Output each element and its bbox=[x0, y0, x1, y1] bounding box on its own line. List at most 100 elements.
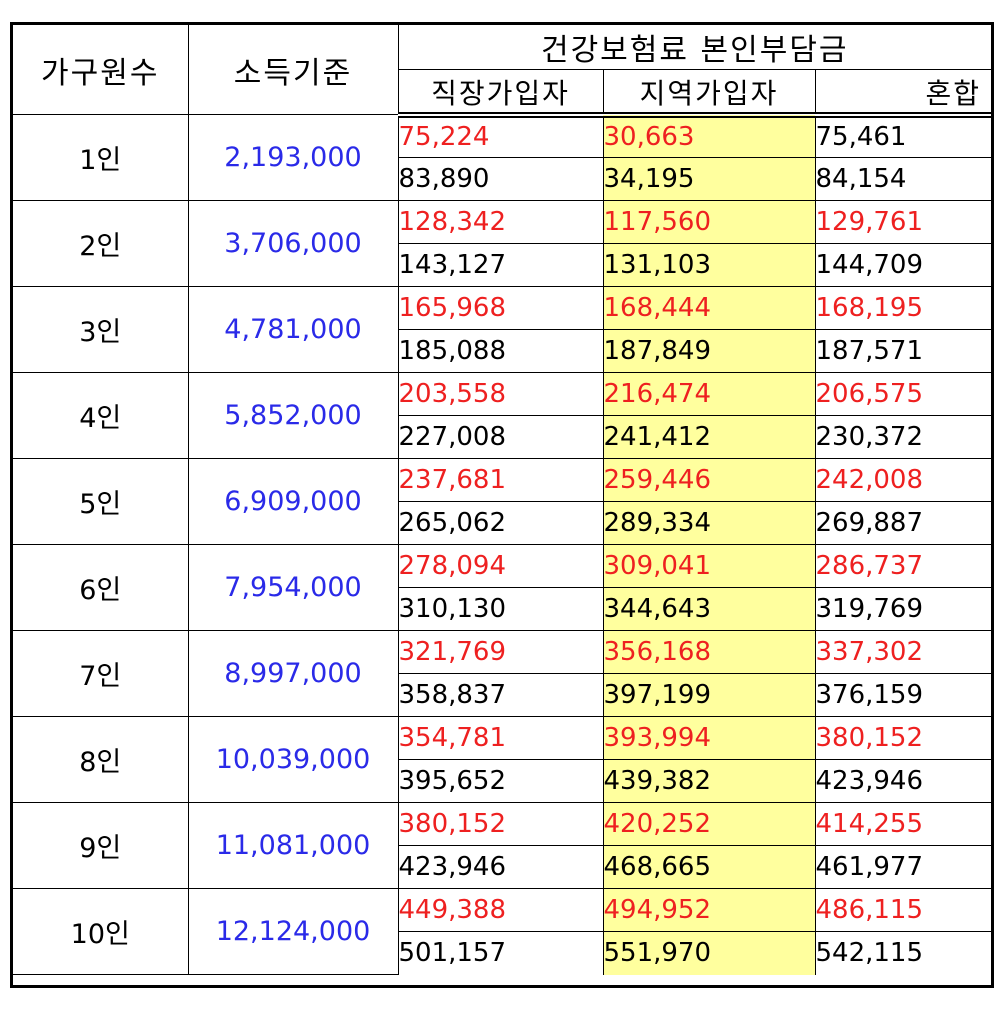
table-row: 2인 3,706,000 128,342 117,560 129,761 bbox=[13, 200, 992, 287]
employee-premium-cell: 278,094 bbox=[397, 544, 604, 588]
mixed-premium-cell: 542,115 bbox=[814, 931, 992, 975]
household-size-cell: 9인 bbox=[13, 802, 189, 889]
regional-premium-cell: 397,199 bbox=[602, 673, 816, 717]
table-row: 6인 7,954,000 278,094 309,041 286,737 bbox=[13, 544, 992, 631]
table-row: 265,062 289,334 269,887 bbox=[13, 501, 992, 545]
premium-table-frame: 가구원수 소득기준 건강보험료 본인부담금 직장가입자 지역가입자 혼합 1인 2… bbox=[10, 22, 994, 988]
household-size-cell: 1인 bbox=[13, 114, 189, 201]
employee-premium-cell: 449,388 bbox=[397, 888, 604, 932]
income-standard-header: 소득기준 bbox=[187, 25, 399, 115]
employee-premium-cell: 423,946 bbox=[398, 845, 604, 889]
employee-premium-cell: 358,837 bbox=[398, 673, 604, 717]
employee-premium-cell: 501,157 bbox=[398, 931, 604, 975]
mixed-premium-cell: 423,946 bbox=[814, 759, 992, 803]
income-standard-cell: 8,997,000 bbox=[187, 630, 399, 717]
household-size-cell: 8인 bbox=[13, 716, 189, 803]
mixed-premium-cell: 380,152 bbox=[814, 716, 992, 760]
mixed-premium-cell: 486,115 bbox=[814, 888, 992, 932]
household-size-cell: 3인 bbox=[13, 286, 189, 373]
table-row: 3인 4,781,000 165,968 168,444 168,195 bbox=[13, 286, 992, 373]
regional-premium-cell: 117,560 bbox=[602, 200, 816, 244]
mixed-premium-cell: 461,977 bbox=[814, 845, 992, 889]
table-row: 227,008 241,412 230,372 bbox=[13, 415, 992, 459]
income-standard-cell: 2,193,000 bbox=[187, 114, 399, 201]
regional-premium-cell: 30,663 bbox=[602, 114, 816, 158]
household-size-header: 가구원수 bbox=[13, 25, 189, 115]
regional-premium-cell: 344,643 bbox=[602, 587, 816, 631]
regional-premium-cell: 168,444 bbox=[602, 286, 816, 330]
regional-premium-cell: 439,382 bbox=[602, 759, 816, 803]
table-body: 1인 2,193,000 75,224 30,663 75,461 83,890 34,19… bbox=[13, 114, 992, 975]
household-size-cell: 7인 bbox=[13, 630, 189, 717]
regional-premium-cell: 131,103 bbox=[602, 243, 816, 287]
employee-premium-cell: 237,681 bbox=[397, 458, 604, 502]
employee-premium-cell: 321,769 bbox=[397, 630, 604, 674]
employee-premium-cell: 310,130 bbox=[398, 587, 604, 631]
employee-premium-cell: 265,062 bbox=[398, 501, 604, 545]
regional-premium-cell: 34,195 bbox=[602, 157, 816, 201]
employee-premium-cell: 143,127 bbox=[398, 243, 604, 287]
income-standard-cell: 12,124,000 bbox=[187, 888, 399, 975]
household-size-cell: 5인 bbox=[13, 458, 189, 545]
income-standard-cell: 5,852,000 bbox=[187, 372, 399, 459]
table-row: 310,130 344,643 319,769 bbox=[13, 587, 992, 631]
mixed-premium-cell: 84,154 bbox=[814, 157, 992, 201]
mixed-premium-cell: 206,575 bbox=[814, 372, 992, 416]
regional-premium-cell: 551,970 bbox=[602, 931, 816, 975]
table-row: 4인 5,852,000 203,558 216,474 206,575 bbox=[13, 372, 992, 459]
income-standard-cell: 4,781,000 bbox=[187, 286, 399, 373]
employee-premium-cell: 380,152 bbox=[397, 802, 604, 846]
income-standard-cell: 7,954,000 bbox=[187, 544, 399, 631]
income-standard-cell: 6,909,000 bbox=[187, 458, 399, 545]
table-row: 395,652 439,382 423,946 bbox=[13, 759, 992, 803]
mixed-header: 혼합 bbox=[814, 69, 992, 118]
table-row: 423,946 468,665 461,977 bbox=[13, 845, 992, 889]
premium-table: 가구원수 소득기준 건강보험료 본인부담금 직장가입자 지역가입자 혼합 1인 2… bbox=[13, 25, 992, 975]
employee-premium-cell: 128,342 bbox=[397, 200, 604, 244]
employee-premium-cell: 185,088 bbox=[398, 329, 604, 373]
regional-premium-cell: 420,252 bbox=[602, 802, 816, 846]
regional-premium-cell: 356,168 bbox=[602, 630, 816, 674]
mixed-premium-cell: 286,737 bbox=[814, 544, 992, 588]
regional-premium-cell: 494,952 bbox=[602, 888, 816, 932]
household-size-cell: 10인 bbox=[13, 888, 189, 975]
mixed-premium-cell: 319,769 bbox=[814, 587, 992, 631]
table-row: 8인 10,039,000 354,781 393,994 380,152 bbox=[13, 716, 992, 803]
household-size-cell: 2인 bbox=[13, 200, 189, 287]
employee-premium-cell: 395,652 bbox=[398, 759, 604, 803]
mixed-premium-cell: 230,372 bbox=[814, 415, 992, 459]
mixed-premium-cell: 337,302 bbox=[814, 630, 992, 674]
employee-premium-cell: 83,890 bbox=[398, 157, 604, 201]
table-row: 9인 11,081,000 380,152 420,252 414,255 bbox=[13, 802, 992, 889]
household-size-cell: 4인 bbox=[13, 372, 189, 459]
premium-group-header: 건강보험료 본인부담금 bbox=[397, 25, 992, 70]
household-size-cell: 6인 bbox=[13, 544, 189, 631]
regional-premium-cell: 393,994 bbox=[602, 716, 816, 760]
mixed-premium-cell: 144,709 bbox=[814, 243, 992, 287]
employee-premium-cell: 165,968 bbox=[397, 286, 604, 330]
employee-premium-cell: 75,224 bbox=[397, 114, 604, 158]
table-row: 501,157 551,970 542,115 bbox=[13, 931, 992, 975]
income-standard-cell: 3,706,000 bbox=[187, 200, 399, 287]
mixed-premium-cell: 376,159 bbox=[814, 673, 992, 717]
mixed-premium-cell: 129,761 bbox=[814, 200, 992, 244]
table-row: 83,890 34,195 84,154 bbox=[13, 157, 992, 201]
regional-premium-cell: 309,041 bbox=[602, 544, 816, 588]
employee-premium-cell: 227,008 bbox=[398, 415, 604, 459]
regional-premium-cell: 259,446 bbox=[602, 458, 816, 502]
employee-premium-cell: 354,781 bbox=[397, 716, 604, 760]
mixed-premium-cell: 269,887 bbox=[814, 501, 992, 545]
mixed-premium-cell: 414,255 bbox=[814, 802, 992, 846]
table-row: 7인 8,997,000 321,769 356,168 337,302 bbox=[13, 630, 992, 717]
table-row: 10인 12,124,000 449,388 494,952 486,115 bbox=[13, 888, 992, 975]
table-row: 143,127 131,103 144,709 bbox=[13, 243, 992, 287]
table-row: 358,837 397,199 376,159 bbox=[13, 673, 992, 717]
employee-premium-cell: 203,558 bbox=[397, 372, 604, 416]
regional-premium-cell: 289,334 bbox=[602, 501, 816, 545]
income-standard-cell: 10,039,000 bbox=[187, 716, 399, 803]
regional-premium-cell: 468,665 bbox=[602, 845, 816, 889]
table-row: 5인 6,909,000 237,681 259,446 242,008 bbox=[13, 458, 992, 545]
mixed-premium-cell: 187,571 bbox=[814, 329, 992, 373]
income-standard-cell: 11,081,000 bbox=[187, 802, 399, 889]
regional-premium-cell: 241,412 bbox=[602, 415, 816, 459]
